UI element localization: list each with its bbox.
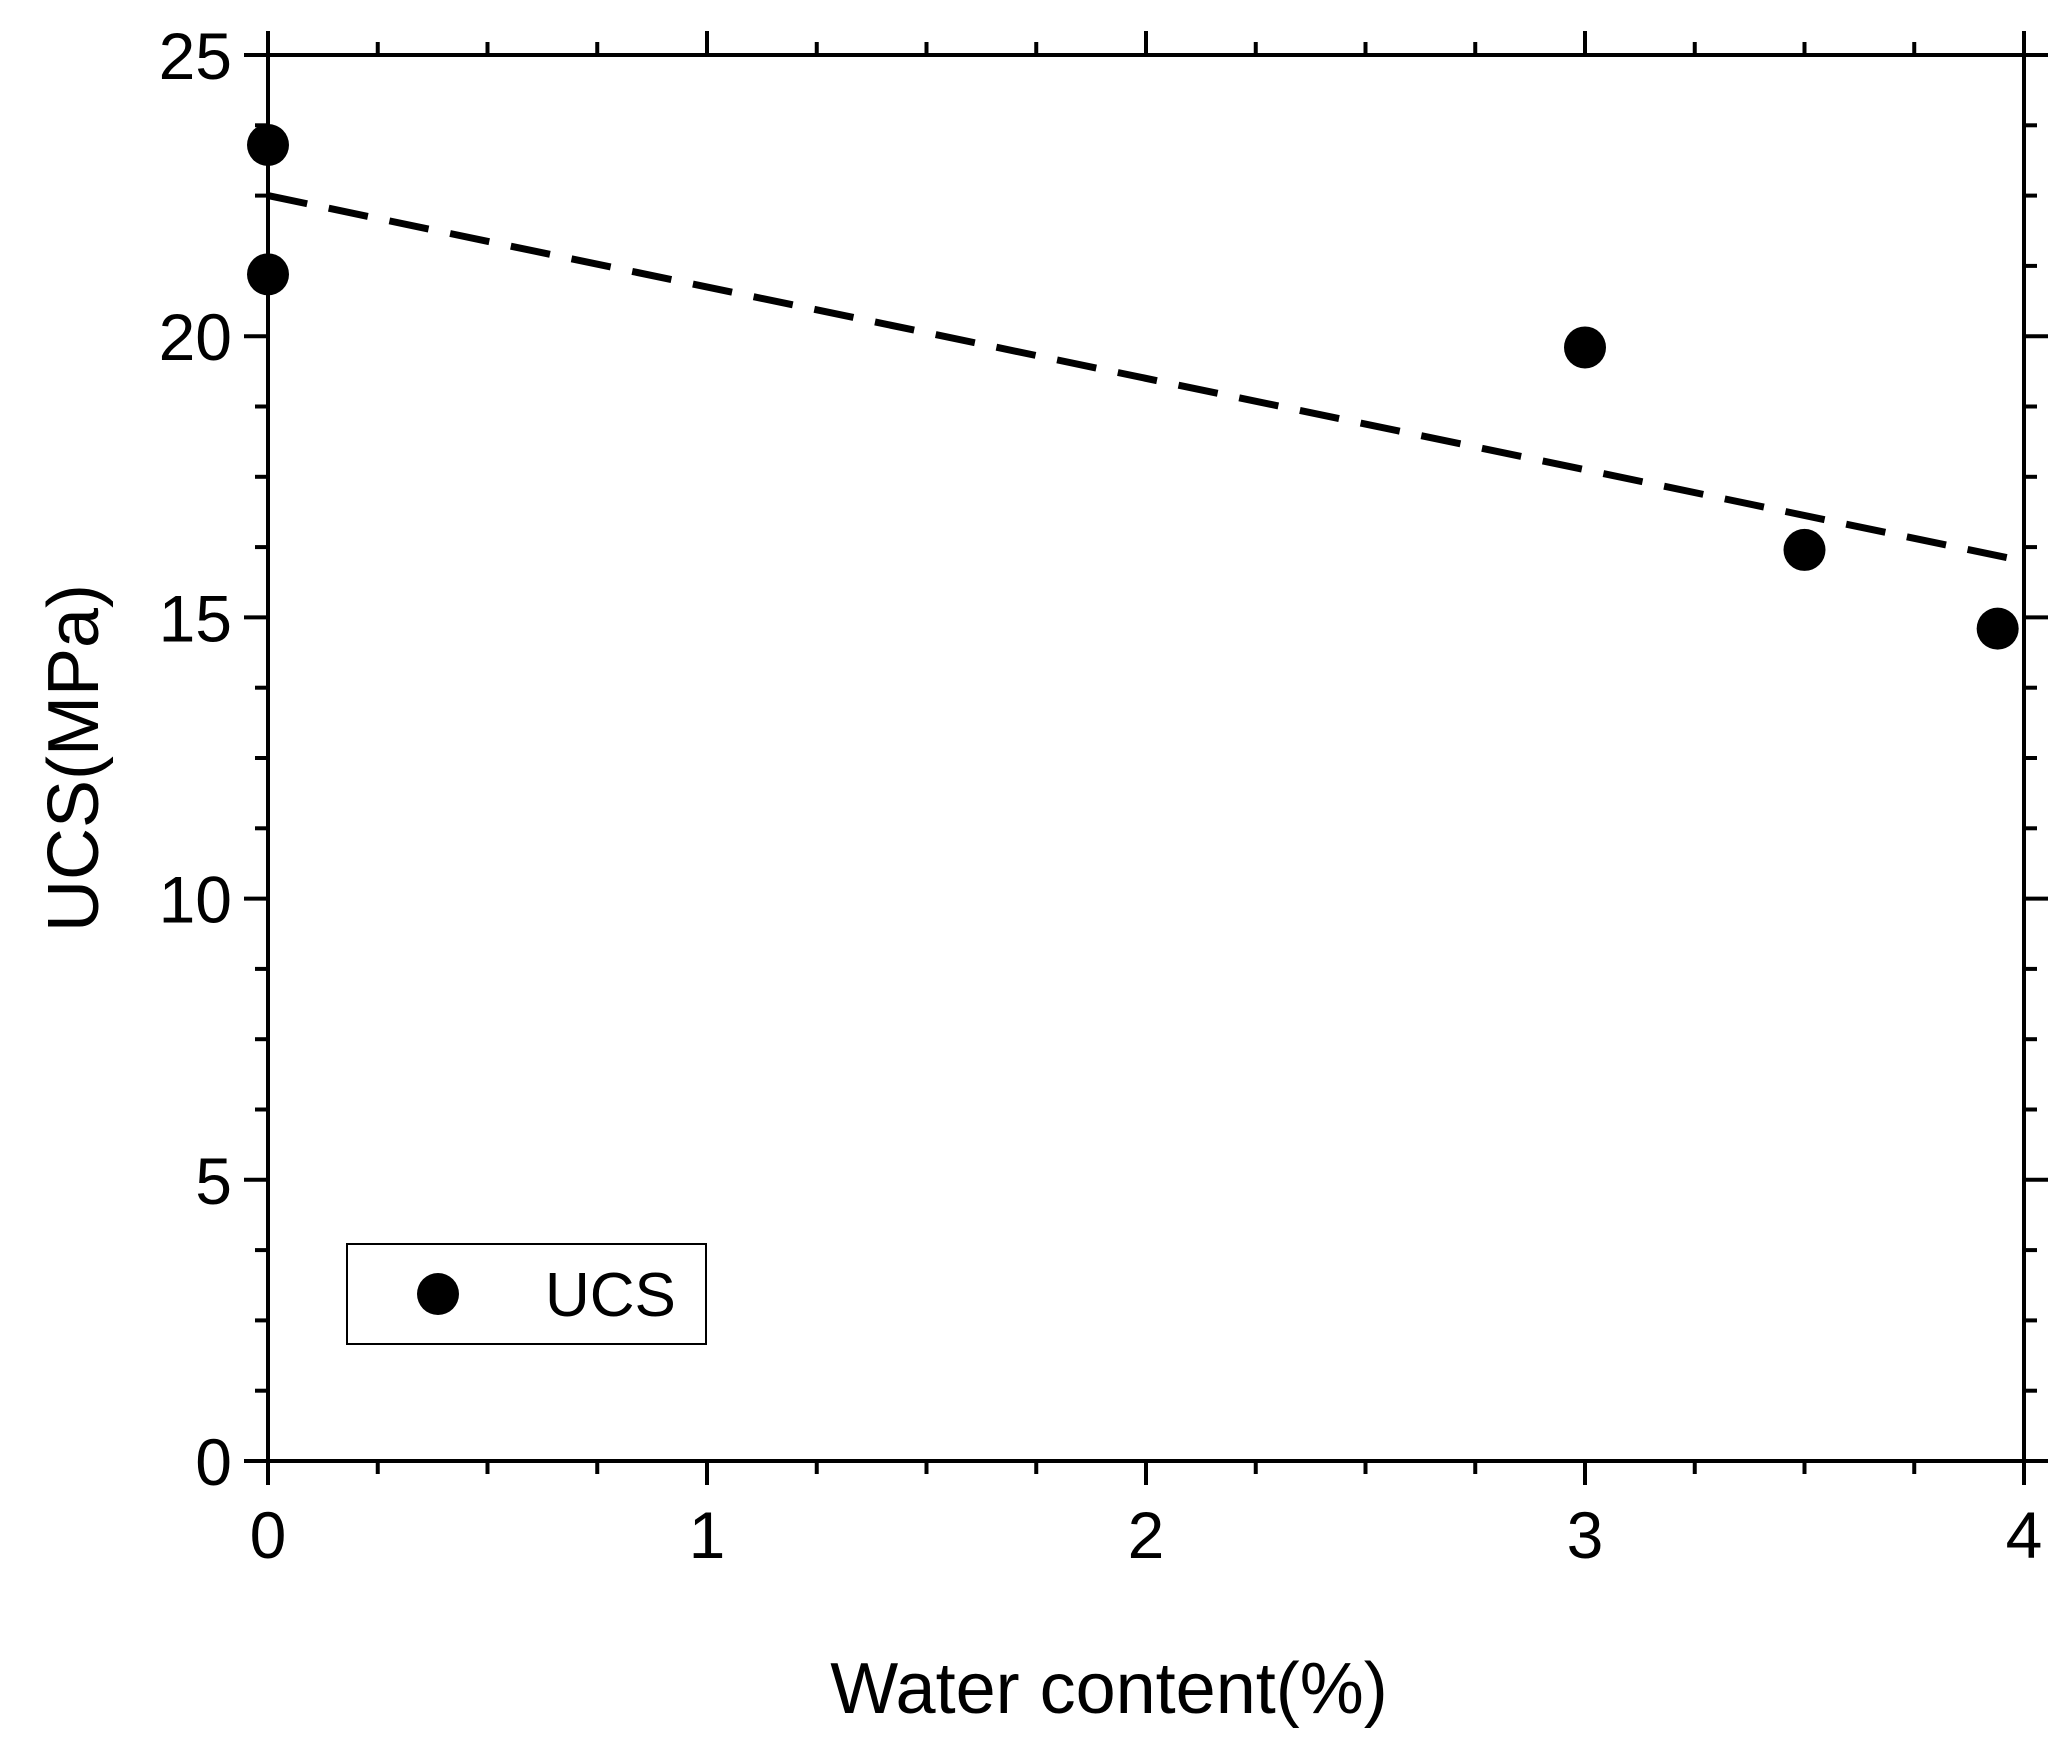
x-axis-title: Water content(%) <box>830 1649 1388 1729</box>
y-tick-label: 25 <box>159 19 232 93</box>
tick-labels: 0 1 2 3 4 0 5 10 15 20 25 <box>159 19 2043 1572</box>
x-tick-label: 3 <box>1567 1498 1604 1572</box>
data-point <box>1564 326 1606 369</box>
x-tick-label: 2 <box>1128 1498 1165 1572</box>
x-tick-label: 4 <box>2006 1498 2043 1572</box>
x-tick-label: 1 <box>689 1498 726 1572</box>
legend: UCS <box>346 1243 707 1345</box>
y-tick-label: 10 <box>159 863 232 937</box>
legend-marker <box>417 1273 459 1315</box>
y-tick-label: 0 <box>195 1425 232 1499</box>
y-tick-label: 15 <box>159 581 232 655</box>
plot-frame <box>266 53 2026 1463</box>
x-tick-label: 0 <box>250 1498 287 1572</box>
y-tick-label: 20 <box>159 300 232 374</box>
y-tick-label: 5 <box>195 1144 232 1218</box>
axis-ticks <box>244 31 2048 1485</box>
data-points <box>247 123 2019 650</box>
data-point <box>1783 528 1826 571</box>
data-point <box>1976 607 2019 650</box>
trend-line <box>267 192 2025 565</box>
y-axis-title: UCS(MPa) <box>34 584 114 932</box>
legend-box <box>346 1243 707 1345</box>
legend-label: UCS <box>545 1261 676 1330</box>
